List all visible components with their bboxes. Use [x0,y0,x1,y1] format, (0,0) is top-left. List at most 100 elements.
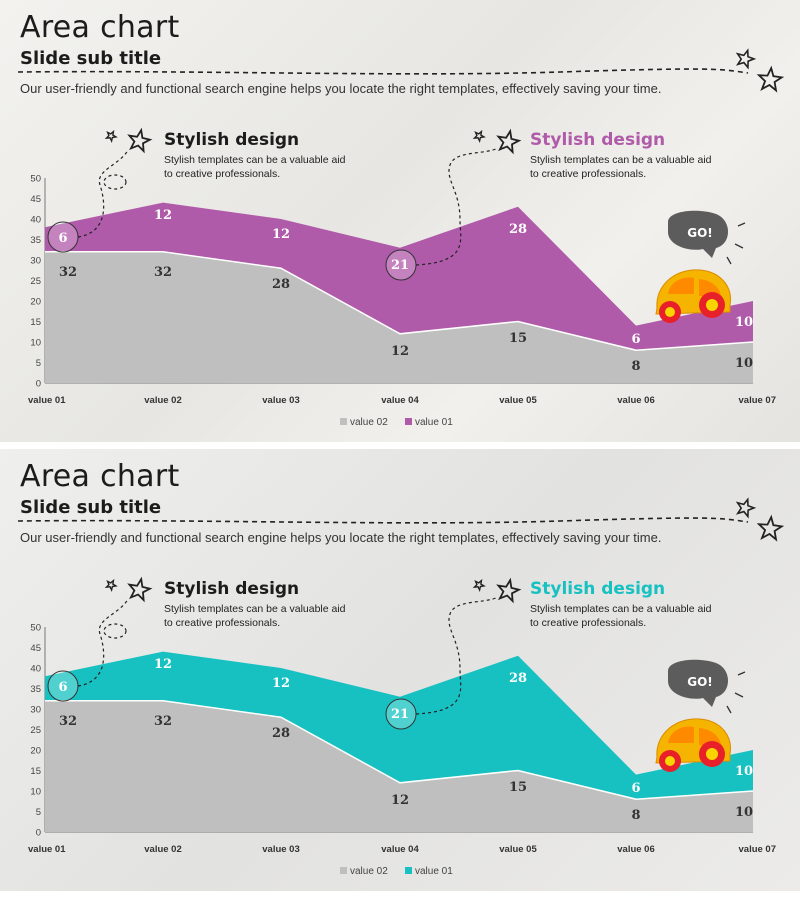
star-icon [735,48,757,70]
star-icon [735,497,757,519]
car-hub [665,756,675,766]
area-chart: 0 5 10 15 20 25 30 35 40 45 50 value 01 value 02 valu… [17,497,785,877]
y-tick-label: 10 [30,338,41,349]
y-tick-label: 25 [30,725,41,736]
area-series-value02 [45,251,753,383]
doodle-loop [103,174,127,190]
car-window [699,728,721,745]
slide-subtitle: Slide sub title [20,497,162,518]
star-icon [104,578,118,593]
legend-swatch-value02 [340,418,347,425]
y-tick-label: 20 [30,746,41,757]
doodle-tick [737,671,746,676]
car-window [668,277,694,294]
x-tick-label: value 01 [28,395,66,406]
legend-label-value01: value 01 [415,866,453,877]
doodle-tick [737,222,746,227]
data-label-value01: 12 [154,208,172,223]
header-dashed-line [17,68,749,75]
go-label: GO! [687,226,713,240]
data-label-value02: 8 [631,359,640,374]
callout-text-left: Stylish templates can be a valuable aid … [164,154,346,180]
x-tick-label: value 04 [381,844,419,855]
y-tick-label: 5 [36,358,41,369]
highlight-circle [47,221,79,253]
slide-separator [0,442,800,449]
data-label-value01: 21 [391,707,409,722]
data-label-value01: 6 [631,781,640,796]
highlight-circle [47,670,79,702]
x-tick-label: value 01 [28,844,66,855]
data-label-value02: 15 [509,331,527,346]
area-chart: 0 5 10 15 20 25 30 35 40 45 50 value 01 value 02 valu… [17,48,785,428]
go-label: GO! [687,675,713,689]
slide-description: Our user-friendly and functional search … [20,81,662,96]
callout-heading-left: Stylish design [164,579,300,599]
x-tick-label: value 06 [617,395,655,406]
x-tick-label: value 03 [262,844,300,855]
y-tick-label: 15 [30,317,41,328]
y-tick-label: 40 [30,664,41,675]
slide-title: Area chart [20,459,180,494]
doodle-loop [103,623,127,639]
y-tick-label: 25 [30,276,41,287]
data-label-value01: 6 [631,332,640,347]
data-label-value01: 28 [509,671,527,686]
y-tick-label: 50 [30,623,41,634]
x-tick-label: value 03 [262,395,300,406]
data-label-value02: 10 [735,356,753,371]
y-tick-label: 5 [36,807,41,818]
legend-swatch-value01 [405,867,412,874]
data-label-value01: 10 [735,315,753,330]
y-tick-label: 10 [30,787,41,798]
data-label-value02: 32 [154,265,172,280]
doodle-tick [726,256,732,265]
x-tick-label: value 02 [144,395,182,406]
y-tick-label: 0 [36,379,41,390]
star-icon [472,578,486,593]
doodle-connector [415,147,499,266]
star-icon [756,65,785,93]
y-tick-label: 30 [30,256,41,267]
y-tick-label: 20 [30,297,41,308]
star-icon [496,577,522,604]
y-tick-label: 15 [30,766,41,777]
car-window [699,279,721,296]
legend-label-value01: value 01 [415,417,453,428]
car-hub [706,748,718,760]
star-icon [127,576,153,603]
y-tick-label: 50 [30,174,41,185]
car-window [668,726,694,743]
callout-text-right: Stylish templates can be a valuable aid … [530,154,712,180]
legend-label-value02: value 02 [350,866,388,877]
doodle-connector [77,149,129,238]
area-series-value01 [45,202,753,351]
toy-car-icon [655,269,731,323]
x-tick-label: value 05 [499,395,537,406]
slide-teal: Area chart Slide sub title Our user-frie… [0,449,800,891]
doodle-tick [734,692,744,698]
callout-text-right: Stylish templates can be a valuable aid … [530,603,712,629]
go-speech-bubble [668,659,728,707]
star-icon [756,514,785,542]
callout-heading-left: Stylish design [164,130,300,150]
doodle-connector [77,598,129,687]
data-label-value01: 12 [272,227,290,242]
y-tick-label: 45 [30,194,41,205]
slide-purple: Area chart Slide sub title Our user-frie… [0,0,800,442]
data-label-value02: 28 [272,726,290,741]
star-icon [104,129,118,144]
data-label-value01: 21 [391,258,409,273]
slide-description: Our user-friendly and functional search … [20,530,662,545]
y-tick-label: 30 [30,705,41,716]
x-tick-label: value 06 [617,844,655,855]
series-boundary-line [45,251,754,351]
y-tick-label: 35 [30,684,41,695]
y-tick-label: 35 [30,235,41,246]
data-label-value02: 12 [391,793,409,808]
data-label-value02: 15 [509,780,527,795]
data-label-value02: 32 [154,714,172,729]
data-label-value01: 12 [272,676,290,691]
legend-swatch-value02 [340,867,347,874]
data-label-value01: 12 [154,657,172,672]
